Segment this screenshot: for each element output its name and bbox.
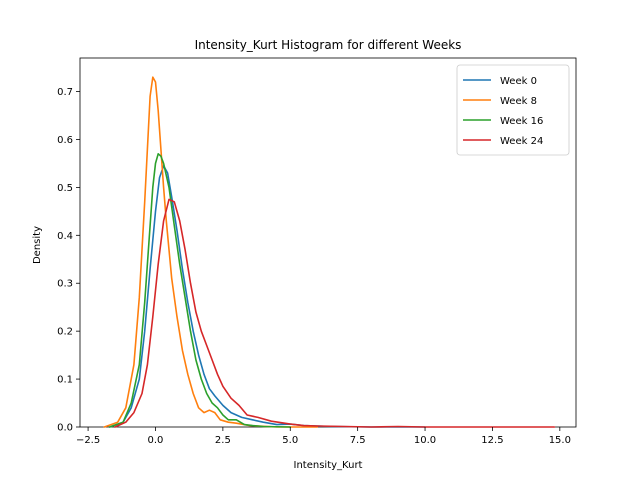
series-layer bbox=[103, 76, 556, 428]
y-axis-ticks: 0.0 0.1 0.2 0.3 0.4 0.5 0.6 0.7 bbox=[57, 87, 80, 434]
x-tick-label: −2.5 bbox=[76, 435, 100, 446]
x-tick-label: 0.0 bbox=[148, 435, 164, 446]
y-tick-label: 0.0 bbox=[57, 423, 73, 434]
x-tick-label: 2.5 bbox=[215, 435, 231, 446]
y-tick-label: 0.5 bbox=[57, 183, 73, 194]
x-tick-label: 10.0 bbox=[414, 435, 436, 446]
y-tick-label: 0.1 bbox=[57, 375, 73, 386]
y-tick-label: 0.4 bbox=[57, 231, 73, 242]
series-line-3 bbox=[114, 198, 556, 428]
chart-title: Intensity_Kurt Histogram for different W… bbox=[195, 38, 462, 52]
series-line-1 bbox=[103, 76, 318, 428]
y-tick-label: 0.3 bbox=[57, 279, 73, 290]
legend-label: Week 24 bbox=[500, 136, 543, 147]
x-tick-label: 15.0 bbox=[549, 435, 571, 446]
y-tick-label: 0.7 bbox=[57, 87, 73, 98]
x-tick-label: 7.5 bbox=[350, 435, 366, 446]
legend-box bbox=[456, 64, 570, 156]
series-line-0 bbox=[108, 165, 426, 428]
x-tick-label: 5.0 bbox=[282, 435, 298, 446]
x-axis-ticks: −2.5 0.0 2.5 5.0 7.5 10.0 12.5 15.0 bbox=[76, 427, 571, 446]
legend-label: Week 0 bbox=[500, 76, 537, 87]
y-tick-label: 0.2 bbox=[57, 327, 73, 338]
legend: Week 0 Week 8 Week 16 Week 24 bbox=[456, 64, 570, 156]
series-line-2 bbox=[108, 153, 292, 428]
y-tick-label: 0.6 bbox=[57, 135, 73, 146]
legend-label: Week 16 bbox=[500, 116, 543, 127]
x-axis-label: Intensity_Kurt bbox=[294, 460, 363, 471]
legend-label: Week 8 bbox=[500, 96, 537, 107]
y-axis-label: Density bbox=[32, 226, 43, 264]
x-tick-label: 12.5 bbox=[481, 435, 503, 446]
